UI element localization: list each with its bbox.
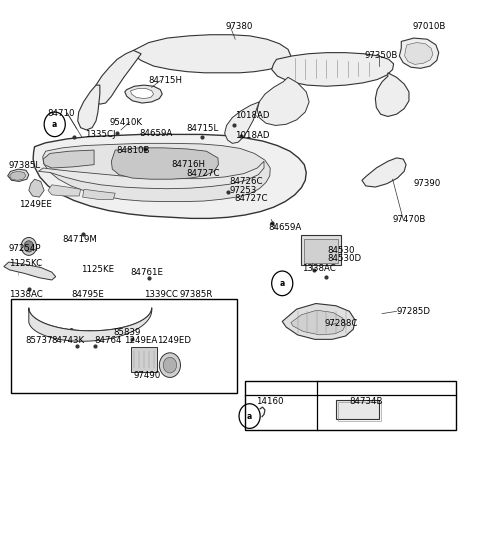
Text: 1125KE: 1125KE: [81, 265, 114, 274]
Text: 1249EE: 1249EE: [19, 200, 52, 209]
Text: 84715L: 84715L: [186, 124, 218, 133]
Text: 97385L: 97385L: [9, 161, 41, 170]
Bar: [336, 400, 379, 419]
Text: 97010B: 97010B: [413, 22, 446, 31]
Circle shape: [159, 353, 180, 377]
Text: 84530D: 84530D: [327, 254, 361, 263]
Polygon shape: [78, 85, 100, 130]
Text: 84719M: 84719M: [62, 235, 97, 244]
Polygon shape: [38, 161, 264, 189]
Text: 85737: 85737: [25, 336, 52, 345]
Text: 1018AD: 1018AD: [235, 131, 270, 140]
Polygon shape: [8, 169, 29, 181]
Text: 1338AC: 1338AC: [302, 264, 336, 273]
Text: 84810B: 84810B: [116, 146, 150, 155]
Text: 84530: 84530: [327, 246, 355, 255]
Text: 84761E: 84761E: [131, 268, 164, 277]
Text: 1339CC: 1339CC: [144, 290, 178, 299]
Text: 84795E: 84795E: [71, 290, 104, 299]
Text: 84764: 84764: [94, 336, 121, 345]
Bar: [304, 239, 338, 263]
Polygon shape: [29, 179, 44, 197]
Polygon shape: [83, 189, 115, 199]
Text: 1018AD: 1018AD: [235, 111, 270, 120]
Text: 14160: 14160: [256, 397, 284, 406]
Bar: [245, 381, 456, 430]
Bar: [338, 402, 381, 421]
Bar: [301, 235, 341, 265]
Text: 1249ED: 1249ED: [157, 336, 192, 345]
Text: a: a: [280, 279, 285, 288]
Polygon shape: [399, 38, 439, 68]
Polygon shape: [4, 262, 56, 280]
Polygon shape: [257, 77, 309, 125]
Text: 97380: 97380: [226, 22, 253, 31]
Circle shape: [24, 241, 34, 252]
Text: 1125KC: 1125KC: [9, 259, 42, 268]
Polygon shape: [93, 50, 141, 104]
Text: a: a: [52, 120, 57, 129]
Circle shape: [21, 237, 36, 255]
Text: 97350B: 97350B: [365, 52, 398, 60]
Text: 84734B: 84734B: [349, 397, 383, 406]
Polygon shape: [405, 43, 433, 64]
Text: 97390: 97390: [414, 179, 441, 188]
Polygon shape: [282, 304, 355, 339]
Text: 1335CJ: 1335CJ: [85, 130, 116, 139]
Polygon shape: [375, 73, 409, 116]
Text: 97490: 97490: [133, 371, 161, 380]
Polygon shape: [43, 143, 270, 202]
Polygon shape: [48, 185, 81, 196]
Text: 84716H: 84716H: [172, 160, 206, 169]
Text: 97254P: 97254P: [9, 244, 41, 253]
Circle shape: [163, 357, 177, 373]
Text: 84727C: 84727C: [234, 194, 268, 203]
Polygon shape: [133, 35, 291, 73]
Bar: [11, 299, 237, 393]
Text: 84710: 84710: [47, 109, 74, 118]
Polygon shape: [291, 310, 346, 335]
Text: 84727C: 84727C: [186, 169, 220, 178]
Polygon shape: [225, 102, 259, 143]
Text: 84743K: 84743K: [52, 336, 85, 345]
Polygon shape: [43, 150, 94, 168]
Text: 97285D: 97285D: [396, 307, 431, 316]
Text: a: a: [247, 412, 252, 421]
Text: 97253: 97253: [229, 186, 257, 195]
Polygon shape: [33, 134, 306, 218]
Text: 1338AC: 1338AC: [9, 290, 42, 299]
Text: 85839: 85839: [113, 328, 141, 337]
Bar: [131, 347, 157, 372]
Text: 97385R: 97385R: [180, 290, 213, 299]
Polygon shape: [131, 88, 154, 99]
Text: 84715H: 84715H: [149, 76, 183, 85]
Text: 97470B: 97470B: [393, 215, 426, 224]
Text: 1249EA: 1249EA: [124, 336, 157, 345]
Polygon shape: [10, 171, 26, 180]
Text: 97288C: 97288C: [324, 319, 358, 328]
Text: 84726C: 84726C: [229, 177, 263, 186]
Polygon shape: [29, 308, 152, 341]
Polygon shape: [362, 158, 406, 187]
Polygon shape: [272, 53, 394, 86]
Text: 95410K: 95410K: [109, 118, 143, 127]
Text: 84659A: 84659A: [139, 129, 172, 138]
Polygon shape: [111, 148, 218, 179]
Polygon shape: [125, 85, 162, 103]
Text: 84659A: 84659A: [269, 223, 302, 232]
